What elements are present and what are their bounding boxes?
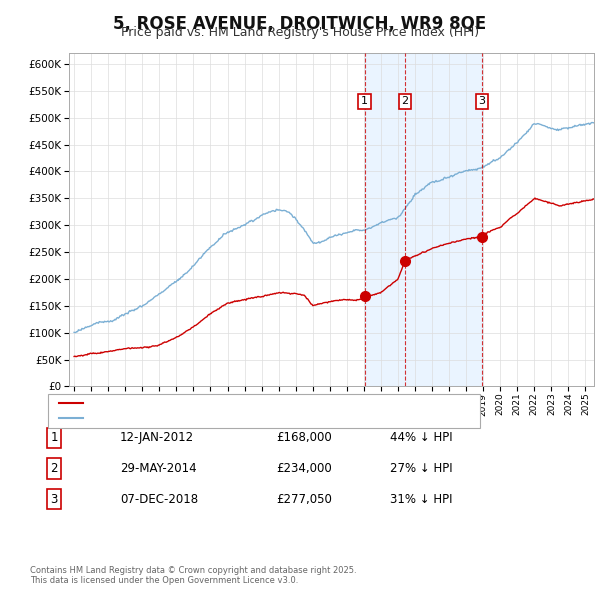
Text: 5, ROSE AVENUE, DROITWICH, WR9 8QE (detached house): 5, ROSE AVENUE, DROITWICH, WR9 8QE (deta… [88,398,392,408]
Text: £168,000: £168,000 [276,431,332,444]
Text: 31% ↓ HPI: 31% ↓ HPI [390,493,452,506]
Text: 07-DEC-2018: 07-DEC-2018 [120,493,198,506]
Text: HPI: Average price, detached house, Wychavon: HPI: Average price, detached house, Wych… [88,413,335,423]
Text: 29-MAY-2014: 29-MAY-2014 [120,462,197,475]
Text: 27% ↓ HPI: 27% ↓ HPI [390,462,452,475]
Text: 3: 3 [50,493,58,506]
Text: 44% ↓ HPI: 44% ↓ HPI [390,431,452,444]
Text: 2: 2 [50,462,58,475]
Text: £234,000: £234,000 [276,462,332,475]
Text: Contains HM Land Registry data © Crown copyright and database right 2025.
This d: Contains HM Land Registry data © Crown c… [30,566,356,585]
Text: 12-JAN-2012: 12-JAN-2012 [120,431,194,444]
Text: 1: 1 [361,97,368,106]
Text: £277,050: £277,050 [276,493,332,506]
Text: 1: 1 [50,431,58,444]
Bar [365,53,482,386]
Text: Price paid vs. HM Land Registry's House Price Index (HPI): Price paid vs. HM Land Registry's House … [121,26,479,39]
Text: 5, ROSE AVENUE, DROITWICH, WR9 8QE: 5, ROSE AVENUE, DROITWICH, WR9 8QE [113,15,487,33]
Text: 2: 2 [401,97,409,106]
Text: 3: 3 [479,97,485,106]
